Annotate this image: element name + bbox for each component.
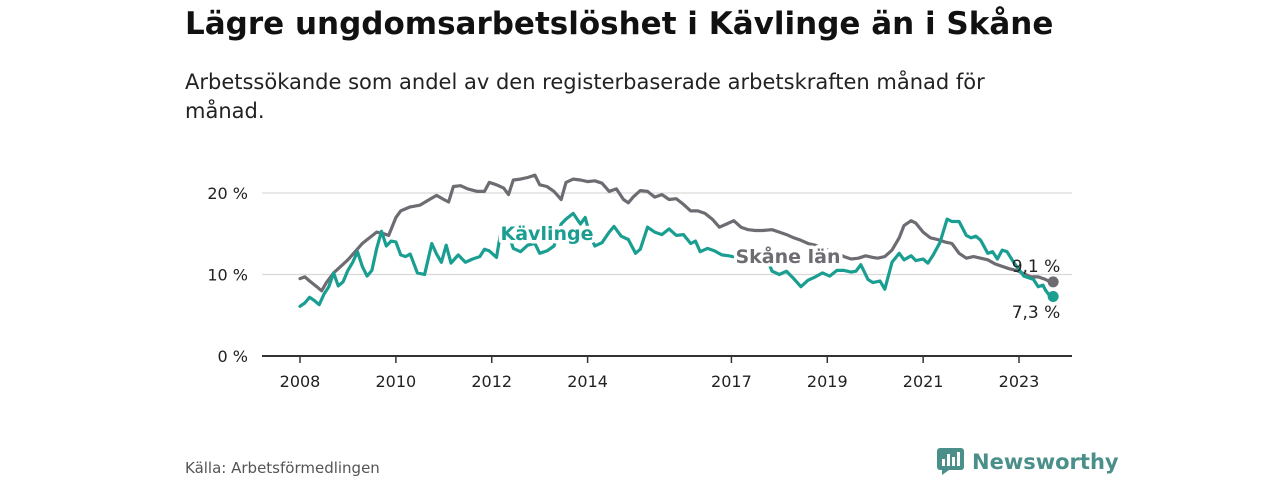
end-point-skane-lan xyxy=(1047,276,1059,288)
x-tick-label: 2019 xyxy=(807,372,848,391)
series-label-kavlinge: Kävlinge xyxy=(501,223,594,245)
chart-title: Lägre ungdomsarbetslöshet i Kävlinge än … xyxy=(185,6,1054,42)
brand-name: Newsworthy xyxy=(972,449,1119,474)
x-tick-label: 2010 xyxy=(376,372,417,391)
x-tick-label: 2012 xyxy=(471,372,512,391)
series-line-kavlinge xyxy=(298,211,1052,308)
x-tick-label: 2017 xyxy=(711,372,752,391)
end-point-kavlinge xyxy=(1047,291,1059,303)
newsworthy-logo-icon xyxy=(937,448,964,475)
series-line-skane-lan xyxy=(298,173,1052,293)
y-tick-label: 20 % xyxy=(207,184,248,203)
y-tick-label: 0 % xyxy=(218,347,248,366)
chart-subtitle: Arbetssökande som andel av den registerb… xyxy=(185,70,985,123)
x-tick-label: 2021 xyxy=(903,372,944,391)
series-label-skane-lan: Skåne län xyxy=(735,244,840,268)
x-tick-label: 2023 xyxy=(999,372,1040,391)
x-tick-label: 2008 xyxy=(280,372,321,391)
series-label-halo: Kävlinge xyxy=(501,223,594,245)
series-label-halo: Skåne län xyxy=(735,244,840,268)
end-label-kavlinge: 7,3 % xyxy=(1012,303,1061,323)
x-tick-label: 2014 xyxy=(567,372,608,391)
brand-logo: Newsworthy xyxy=(937,448,1119,475)
y-tick-label: 10 % xyxy=(207,266,248,285)
source-note: Källa: Arbetsförmedlingen xyxy=(185,459,380,477)
end-label-skane-lan: 9,1 % xyxy=(1012,257,1061,277)
